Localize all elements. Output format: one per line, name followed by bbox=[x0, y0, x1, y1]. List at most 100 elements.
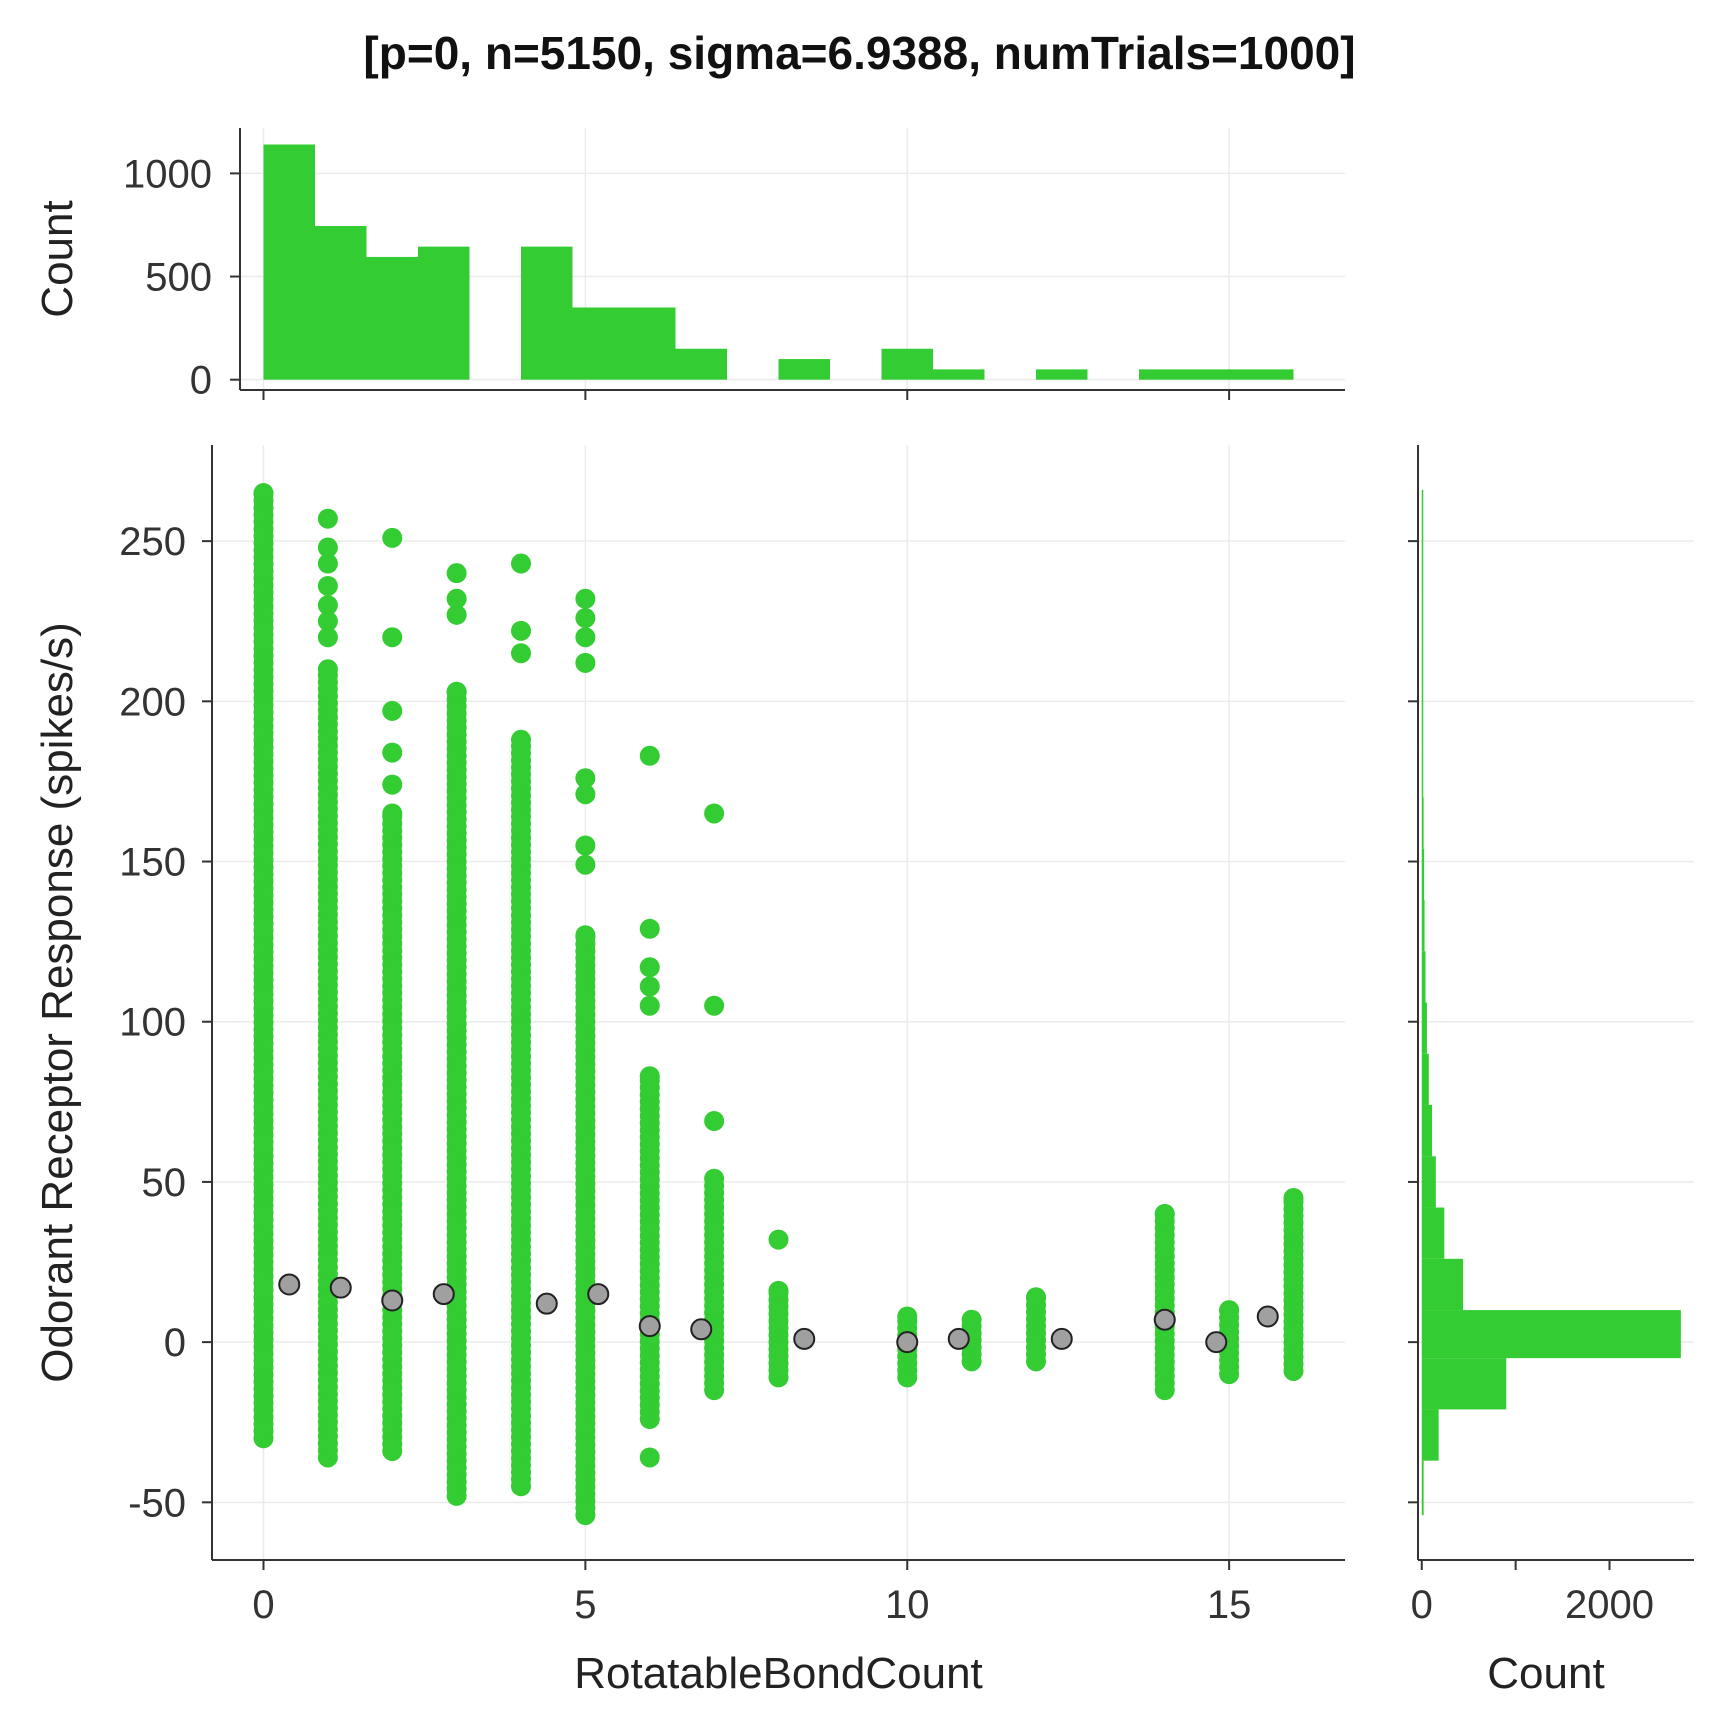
scatter-point bbox=[704, 1111, 725, 1132]
scatter-point bbox=[446, 588, 467, 609]
scatter-point bbox=[704, 995, 725, 1016]
scatter-point bbox=[1283, 1187, 1304, 1208]
y-tick-label: 0 bbox=[190, 359, 212, 403]
right-histogram-panel: 0 2000 Count bbox=[1408, 445, 1694, 1698]
scatter-point bbox=[382, 527, 403, 548]
scatter-point bbox=[317, 611, 338, 632]
x-tick-label: 0 bbox=[252, 1583, 274, 1627]
scatter-point bbox=[575, 768, 596, 789]
scatter-point bbox=[639, 995, 660, 1016]
scatter-point bbox=[317, 595, 338, 616]
x-tick-label: 10 bbox=[885, 1583, 930, 1627]
histogram-bar bbox=[1421, 1053, 1429, 1106]
y-axis-title: Count bbox=[33, 200, 82, 317]
histogram-bar bbox=[675, 348, 727, 380]
x-tick-label: 2000 bbox=[1565, 1583, 1654, 1627]
scatter-point bbox=[639, 918, 660, 939]
scatter-point bbox=[704, 803, 725, 824]
scatter-point bbox=[317, 508, 338, 529]
histogram-bar bbox=[1421, 1002, 1427, 1054]
histogram-bar bbox=[366, 256, 418, 380]
histogram-bar bbox=[1242, 369, 1294, 380]
chart-title: [p=0, n=5150, sigma=6.9388, numTrials=10… bbox=[363, 27, 1356, 79]
histogram-bar bbox=[881, 348, 933, 380]
scatter-point bbox=[768, 1280, 789, 1301]
y-tick-label: 200 bbox=[119, 680, 186, 724]
histogram-bar bbox=[1421, 643, 1424, 695]
histogram-bar bbox=[933, 369, 985, 380]
histogram-bar bbox=[1421, 1358, 1507, 1410]
histogram-bar bbox=[778, 359, 830, 380]
y-tick-label: -50 bbox=[128, 1481, 186, 1525]
scatter-point bbox=[511, 643, 531, 664]
scatter-point bbox=[253, 483, 274, 504]
histogram-bar bbox=[1421, 848, 1425, 900]
x-axis-title: RotatableBondCount bbox=[574, 1649, 983, 1698]
scatter-point bbox=[768, 1229, 789, 1250]
y-axis-title: Odorant Receptor Response (spikes/s) bbox=[33, 622, 82, 1383]
mean-marker bbox=[638, 1315, 661, 1338]
scatter-point bbox=[382, 803, 403, 824]
scatter-point bbox=[575, 608, 596, 629]
scatter-point bbox=[511, 620, 531, 641]
scatter-point bbox=[317, 553, 338, 574]
histogram-bar bbox=[1421, 1207, 1445, 1259]
histogram-bar bbox=[1421, 1310, 1681, 1359]
scatter-point bbox=[639, 1066, 660, 1087]
histogram-bar bbox=[1421, 797, 1424, 849]
scatter-point bbox=[1154, 1203, 1175, 1224]
x-tick-label: 15 bbox=[1207, 1583, 1252, 1627]
scatter-point bbox=[317, 575, 338, 596]
mean-marker bbox=[1153, 1308, 1176, 1331]
histogram-bar bbox=[1190, 369, 1242, 380]
mean-marker bbox=[793, 1327, 816, 1350]
histogram-bar bbox=[1421, 694, 1424, 747]
scatter-point bbox=[704, 1168, 725, 1189]
mean-marker bbox=[381, 1289, 404, 1312]
histogram-bar bbox=[624, 307, 676, 380]
y-tick-label: 250 bbox=[119, 520, 186, 564]
histogram-bar bbox=[1139, 369, 1191, 380]
scatter-point bbox=[317, 537, 338, 558]
mean-marker bbox=[587, 1283, 610, 1306]
scatter-point bbox=[382, 774, 403, 795]
scatter-point bbox=[639, 976, 660, 997]
scatter-point bbox=[575, 854, 596, 875]
histogram-bar bbox=[1036, 369, 1088, 380]
scatter-point bbox=[511, 553, 531, 574]
x-axis-title: Count bbox=[1487, 1649, 1604, 1698]
histogram-bar bbox=[1421, 1156, 1436, 1208]
histogram-bar bbox=[1421, 541, 1424, 593]
histogram-bar bbox=[1421, 746, 1424, 798]
scatter-panel: -50 0 50 100 150 200 250 0 5 10 15 RotatableBondCou… bbox=[33, 445, 1345, 1698]
histogram-bar bbox=[1421, 951, 1426, 1003]
top-histogram-panel: 0 500 1000 Count bbox=[33, 128, 1345, 403]
histogram-bar bbox=[572, 307, 624, 380]
scatter-point bbox=[575, 652, 596, 673]
y-tick-label: 50 bbox=[142, 1161, 187, 1205]
mean-marker bbox=[1050, 1327, 1073, 1350]
scatter-point bbox=[639, 957, 660, 978]
scatter-point bbox=[382, 742, 403, 763]
mean-marker bbox=[690, 1318, 713, 1341]
histogram-bar bbox=[1421, 489, 1424, 542]
y-tick-label: 0 bbox=[164, 1321, 186, 1365]
scatter-point bbox=[575, 588, 596, 609]
scatter-point bbox=[1219, 1300, 1240, 1321]
histogram-bar bbox=[1421, 1460, 1424, 1516]
histogram-bar bbox=[418, 246, 470, 380]
scatter-point bbox=[961, 1309, 982, 1330]
scatter-point bbox=[382, 627, 403, 648]
x-tick-label: 0 bbox=[1411, 1583, 1433, 1627]
y-tick-label: 150 bbox=[119, 841, 186, 885]
histogram-bar bbox=[263, 144, 315, 380]
mean-marker bbox=[896, 1331, 919, 1354]
mean-marker bbox=[432, 1283, 455, 1306]
scatter-point bbox=[317, 659, 338, 680]
histogram-bar bbox=[1421, 1105, 1433, 1157]
mean-marker bbox=[278, 1273, 301, 1296]
scatter-point bbox=[575, 627, 596, 648]
scatter-point bbox=[639, 1447, 660, 1468]
y-tick-label: 500 bbox=[145, 256, 212, 300]
mean-marker bbox=[1256, 1305, 1279, 1328]
